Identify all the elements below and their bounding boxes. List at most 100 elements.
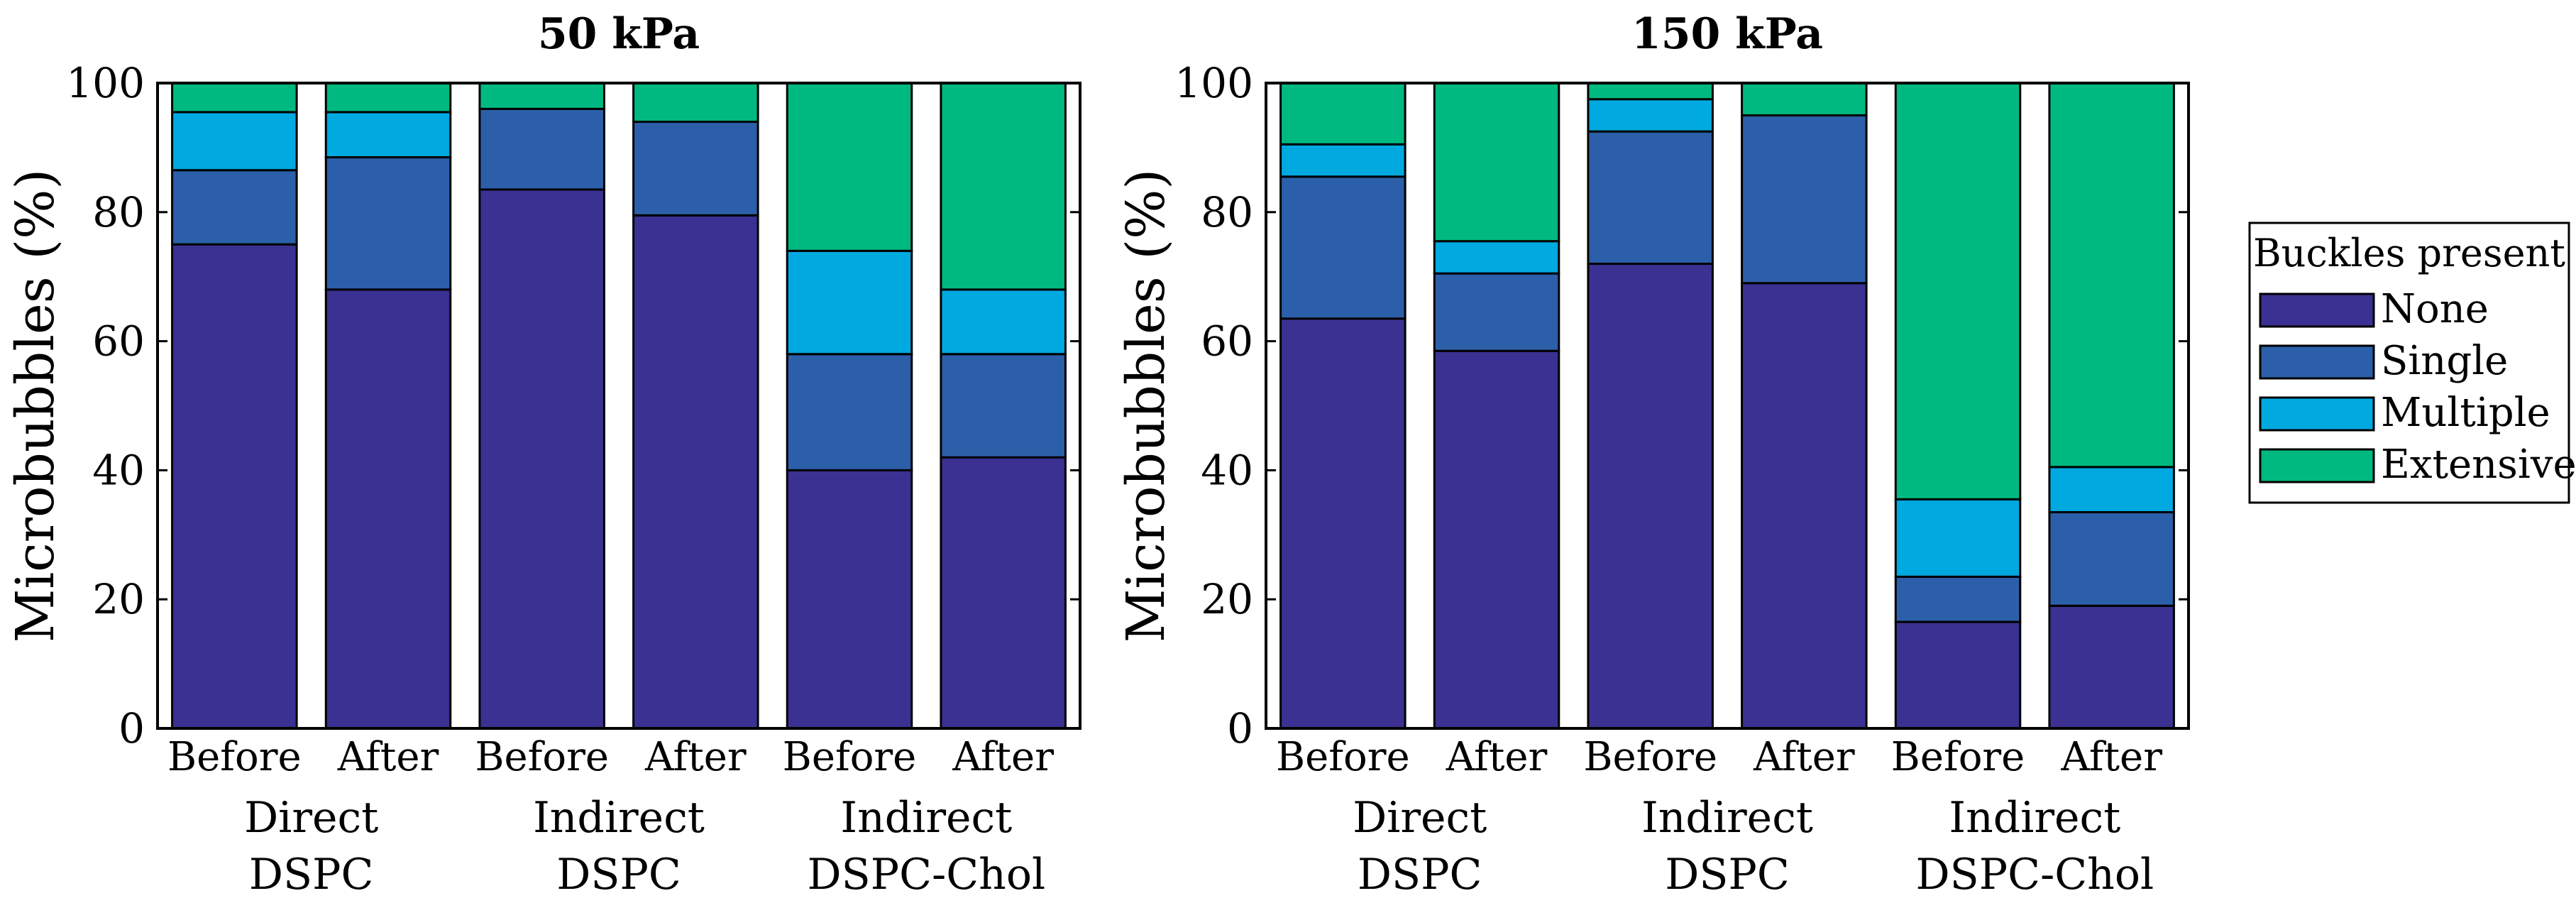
bar-segment-extensive bbox=[324, 82, 452, 114]
bar-segment-extensive bbox=[1587, 82, 1714, 101]
legend-swatch-extensive bbox=[2259, 448, 2375, 483]
bar-segment-extensive bbox=[940, 82, 1067, 291]
legend-swatch-none bbox=[2259, 292, 2375, 328]
group-label-line2: DSPC bbox=[1358, 850, 1482, 899]
bar-segment-multiple bbox=[324, 111, 452, 159]
bar-segment-multiple bbox=[1587, 98, 1714, 133]
bar-segment-single bbox=[1279, 175, 1407, 320]
legend-label-none: None bbox=[2381, 286, 2489, 332]
y-tick-label: 40 bbox=[92, 446, 145, 494]
bar-segment-single bbox=[1433, 272, 1561, 352]
bar-segment-none bbox=[1894, 620, 2022, 730]
y-tick-label: 60 bbox=[1201, 317, 1253, 366]
chart-title: 150 kPa bbox=[1631, 9, 1823, 59]
bar-segment-multiple bbox=[1279, 143, 1407, 178]
x-tick-label: After bbox=[337, 734, 439, 780]
bar-segment-extensive bbox=[478, 82, 605, 110]
bar-segment-extensive bbox=[1279, 82, 1407, 146]
axes-frame bbox=[156, 82, 1081, 730]
bar-segment-multiple bbox=[940, 288, 1067, 356]
bar-segment-multiple bbox=[171, 111, 298, 172]
bar-segment-none bbox=[1279, 317, 1407, 730]
y-tick-label: 20 bbox=[1201, 575, 1253, 623]
bar-segment-extensive bbox=[2048, 82, 2175, 469]
bar-segment-extensive bbox=[1741, 82, 1868, 116]
y-tick-label: 40 bbox=[1201, 446, 1253, 494]
legend-label-single: Single bbox=[2381, 338, 2508, 384]
group-label-line2: DSPC-Chol bbox=[1916, 850, 2154, 899]
chart-panel-50kpa: 50 kPa Microbubbles (%) Before After Before A… bbox=[5, 9, 1081, 899]
x-tick-label: Before bbox=[1276, 734, 1410, 780]
bar-segment-extensive bbox=[1894, 82, 2022, 501]
bar-segment-none bbox=[632, 214, 759, 730]
group-label-line1: Indirect bbox=[840, 793, 1012, 843]
bar-segment-none bbox=[2048, 604, 2175, 730]
group-label-line1: Direct bbox=[1353, 793, 1487, 843]
bar-segment-single bbox=[1894, 575, 2022, 623]
bar-segment-none bbox=[1587, 263, 1714, 730]
bar-segment-none bbox=[324, 288, 452, 730]
bar-segment-single bbox=[1587, 130, 1714, 266]
bar-segment-none bbox=[786, 469, 913, 730]
legend-swatch-multiple bbox=[2259, 396, 2375, 432]
bar-segment-single bbox=[478, 107, 605, 191]
bar-segment-none bbox=[478, 188, 605, 730]
chart-panel-150kpa: 150 kPa Microbubbles (%) Before After Before… bbox=[1116, 9, 2190, 899]
group-label-line2: DSPC bbox=[1665, 850, 1790, 899]
x-tick-label: After bbox=[952, 734, 1054, 780]
group-label-line2: DSPC bbox=[249, 850, 374, 899]
y-tick-label: 100 bbox=[66, 59, 145, 107]
group-label-line1: Indirect bbox=[1949, 793, 2120, 843]
bar-segment-multiple bbox=[1433, 240, 1561, 275]
x-tick-label: Before bbox=[783, 734, 917, 780]
y-tick-label: 20 bbox=[92, 575, 145, 623]
bar-segment-extensive bbox=[1433, 82, 1561, 243]
bar-segment-extensive bbox=[171, 82, 298, 114]
x-tick-label: After bbox=[1446, 734, 1548, 780]
legend-swatch-single bbox=[2259, 344, 2375, 380]
y-tick-label: 60 bbox=[92, 317, 145, 366]
x-tick-label: After bbox=[2060, 734, 2162, 780]
group-label-line2: DSPC bbox=[556, 850, 681, 899]
legend-title: Buckles present bbox=[2253, 231, 2565, 275]
y-tick-label: 80 bbox=[92, 188, 145, 236]
y-axis-title: Microbubbles (%) bbox=[1116, 169, 1177, 643]
bar-segment-single bbox=[786, 353, 913, 471]
bar-segment-none bbox=[940, 456, 1067, 730]
bar-segment-single bbox=[632, 121, 759, 217]
bar-segment-none bbox=[1741, 282, 1868, 730]
bar-segment-single bbox=[1741, 114, 1868, 285]
legend: Buckles present None Single Multiple Extens… bbox=[2248, 221, 2576, 504]
group-label-line1: Direct bbox=[244, 793, 378, 843]
legend-label-multiple: Multiple bbox=[2381, 390, 2550, 436]
bar-segment-multiple bbox=[1894, 498, 2022, 578]
group-label-line1: Indirect bbox=[533, 793, 705, 843]
chart-title: 50 kPa bbox=[538, 9, 700, 59]
group-label-line1: Indirect bbox=[1641, 793, 1813, 843]
bar-segment-single bbox=[171, 169, 298, 246]
x-tick-label: After bbox=[644, 734, 747, 780]
x-tick-label: Before bbox=[1891, 734, 2025, 780]
bar-segment-single bbox=[2048, 510, 2175, 607]
legend-label-extensive: Extensive bbox=[2381, 442, 2576, 488]
y-tick-label: 0 bbox=[1227, 704, 1253, 753]
bar-segment-multiple bbox=[786, 249, 913, 356]
bar-segment-single bbox=[940, 353, 1067, 459]
y-axis-title: Microbubbles (%) bbox=[5, 169, 66, 643]
bar-segment-extensive bbox=[786, 82, 913, 252]
x-tick-label: Before bbox=[475, 734, 609, 780]
x-tick-label: Before bbox=[167, 734, 302, 780]
y-tick-label: 80 bbox=[1201, 188, 1253, 236]
y-tick-label: 100 bbox=[1174, 59, 1253, 107]
axes-frame bbox=[1265, 82, 2190, 730]
bar-segment-none bbox=[1433, 349, 1561, 730]
bar-segment-none bbox=[171, 243, 298, 730]
group-label-line2: DSPC-Chol bbox=[808, 850, 1046, 899]
x-tick-label: After bbox=[1753, 734, 1855, 780]
x-tick-label: Before bbox=[1583, 734, 1717, 780]
y-tick-label: 0 bbox=[119, 704, 145, 753]
bar-segment-extensive bbox=[632, 82, 759, 124]
bar-segment-multiple bbox=[2048, 466, 2175, 513]
bar-segment-single bbox=[324, 156, 452, 291]
